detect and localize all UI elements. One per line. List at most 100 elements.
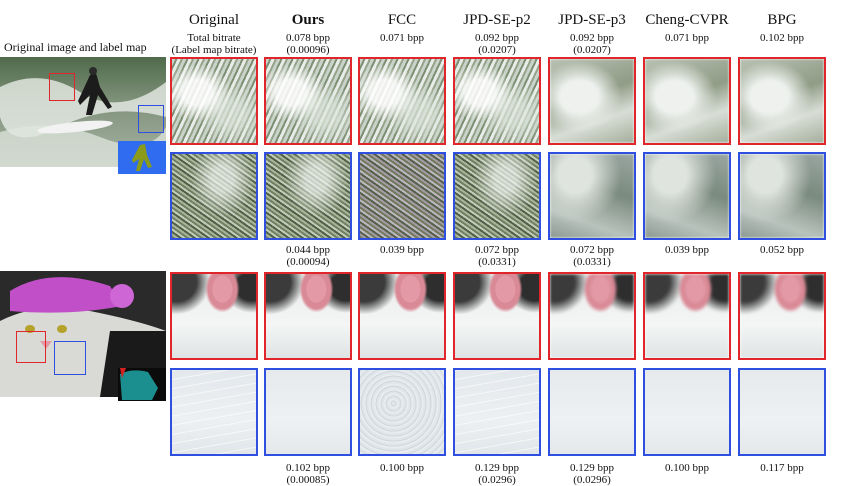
- cat-blue-crop-tile-6: [738, 368, 826, 456]
- side-title: Original image and label map: [4, 40, 147, 54]
- cat-blue-crop-image: [172, 370, 256, 454]
- cat-blue-crop-tile-5: [643, 368, 731, 456]
- cat-red-crop-tile-3: [453, 272, 541, 360]
- surf-blue-crop-tile-1: [264, 152, 352, 240]
- cat-red-crop-image: [645, 274, 729, 358]
- surf-red-crop-image: [455, 59, 539, 143]
- cat-blue-crop-image: [645, 370, 729, 454]
- surf-blue-crop-image: [455, 154, 539, 238]
- cat-original-photo: [0, 271, 166, 397]
- surf-red-crop-image: [172, 59, 256, 143]
- surf-blue-crop-image: [172, 154, 256, 238]
- surf-blue-crop-marker: [138, 105, 164, 133]
- surf-label-map: [118, 141, 166, 174]
- cat-blue-crop-tile-4: [548, 368, 636, 456]
- cat-label-map: [118, 368, 166, 401]
- surf-blue-crop-image: [550, 154, 634, 238]
- cat-blue-crop-tile-3: [453, 368, 541, 456]
- surf-red-crop-tile-0: [170, 57, 258, 145]
- surf-red-crop-tile-3: [453, 57, 541, 145]
- cat-caption-bottom-line1-3: 0.129 bpp: [475, 462, 519, 474]
- surf-caption-line2-3: (0.0207): [478, 44, 516, 56]
- surf-red-crop-image: [550, 59, 634, 143]
- surf-red-crop-tile-1: [264, 57, 352, 145]
- cat-caption-bottom-line2-4: (0.0296): [573, 474, 611, 486]
- cat-red-crop-image: [266, 274, 350, 358]
- cat-red-crop-image: [360, 274, 444, 358]
- cat-blue-crop-image: [266, 370, 350, 454]
- cat-red-crop-image: [740, 274, 824, 358]
- cat-red-crop-tile-4: [548, 272, 636, 360]
- cat-caption-bottom-line1-1: 0.102 bpp: [286, 462, 330, 474]
- cat-caption-bottom-line1-6: 0.117 bpp: [760, 462, 804, 474]
- column-header-6: BPG: [767, 12, 797, 28]
- cat-blue-crop-image: [360, 370, 444, 454]
- surf-blue-crop-image: [740, 154, 824, 238]
- surf-blue-crop-image: [266, 154, 350, 238]
- surf-blue-crop-tile-4: [548, 152, 636, 240]
- surf-caption-line1-1: 0.078 bpp: [286, 32, 330, 44]
- cat-blue-crop-tile-2: [358, 368, 446, 456]
- surf-caption-line1-5: 0.071 bpp: [665, 32, 709, 44]
- surf-blue-crop-image: [360, 154, 444, 238]
- cat-blue-crop-tile-0: [170, 368, 258, 456]
- cat-blue-crop-image: [550, 370, 634, 454]
- column-header-5: Cheng-CVPR: [645, 12, 729, 28]
- surf-caption-line2-4: (0.0207): [573, 44, 611, 56]
- surf-red-crop-image: [740, 59, 824, 143]
- surf-red-crop-image: [360, 59, 444, 143]
- cat-caption-top-line1-2: 0.039 bpp: [380, 244, 424, 256]
- column-header-1: Ours: [291, 12, 325, 28]
- cat-red-crop-image: [550, 274, 634, 358]
- cat-caption-bottom-line2-1: (0.00085): [286, 474, 330, 486]
- cat-caption-top-line1-4: 0.072 bpp: [570, 244, 614, 256]
- cat-red-crop-marker: [16, 331, 46, 363]
- cat-red-crop-image: [455, 274, 539, 358]
- cat-caption-top-line1-3: 0.072 bpp: [475, 244, 519, 256]
- cat-caption-top-line1-1: 0.044 bpp: [286, 244, 330, 256]
- cat-caption-bottom-line1-4: 0.129 bpp: [570, 462, 614, 474]
- surf-blue-crop-tile-2: [358, 152, 446, 240]
- surf-red-crop-image: [266, 59, 350, 143]
- cat-blue-crop-image: [740, 370, 824, 454]
- cat-blue-crop-marker: [54, 341, 86, 375]
- surf-blue-crop-tile-3: [453, 152, 541, 240]
- column-header-4: JPD-SE-p3: [558, 12, 626, 28]
- surf-caption-line2-1: (0.00096): [286, 44, 330, 56]
- surf-caption-line2-0: (Label map bitrate): [171, 44, 257, 56]
- cat-red-crop-tile-5: [643, 272, 731, 360]
- column-header-3: JPD-SE-p2: [463, 12, 531, 28]
- surf-blue-crop-tile-0: [170, 152, 258, 240]
- surf-red-crop-image: [645, 59, 729, 143]
- cat-red-crop-tile-0: [170, 272, 258, 360]
- cat-caption-top-line2-1: (0.00094): [286, 256, 330, 268]
- cat-caption-top-line1-5: 0.039 bpp: [665, 244, 709, 256]
- cat-blue-crop-image: [455, 370, 539, 454]
- surf-red-crop-tile-4: [548, 57, 636, 145]
- cat-caption-top-line2-4: (0.0331): [573, 256, 611, 268]
- cat-red-crop-image: [172, 274, 256, 358]
- surf-caption-line1-2: 0.071 bpp: [380, 32, 424, 44]
- surf-red-crop-tile-6: [738, 57, 826, 145]
- surf-red-crop-tile-5: [643, 57, 731, 145]
- column-header-2: FCC: [387, 12, 417, 28]
- surf-caption-line1-6: 0.102 bpp: [760, 32, 804, 44]
- cat-caption-bottom-line1-2: 0.100 bpp: [380, 462, 424, 474]
- surf-caption-line1-4: 0.092 bpp: [570, 32, 614, 44]
- cat-red-crop-tile-6: [738, 272, 826, 360]
- cat-caption-bottom-line2-3: (0.0296): [478, 474, 516, 486]
- surf-blue-crop-image: [645, 154, 729, 238]
- surf-caption-line1-0: Total bitrate: [187, 32, 241, 44]
- cat-caption-bottom-line1-5: 0.100 bpp: [665, 462, 709, 474]
- cat-caption-top-line2-3: (0.0331): [478, 256, 516, 268]
- cat-red-crop-tile-1: [264, 272, 352, 360]
- cat-blue-crop-tile-1: [264, 368, 352, 456]
- surf-blue-crop-tile-5: [643, 152, 731, 240]
- surf-red-crop-tile-2: [358, 57, 446, 145]
- column-header-0: Original: [189, 12, 239, 28]
- surf-caption-line1-3: 0.092 bpp: [475, 32, 519, 44]
- cat-red-crop-tile-2: [358, 272, 446, 360]
- cat-caption-top-line1-6: 0.052 bpp: [760, 244, 804, 256]
- surf-blue-crop-tile-6: [738, 152, 826, 240]
- surf-red-crop-marker: [49, 73, 75, 101]
